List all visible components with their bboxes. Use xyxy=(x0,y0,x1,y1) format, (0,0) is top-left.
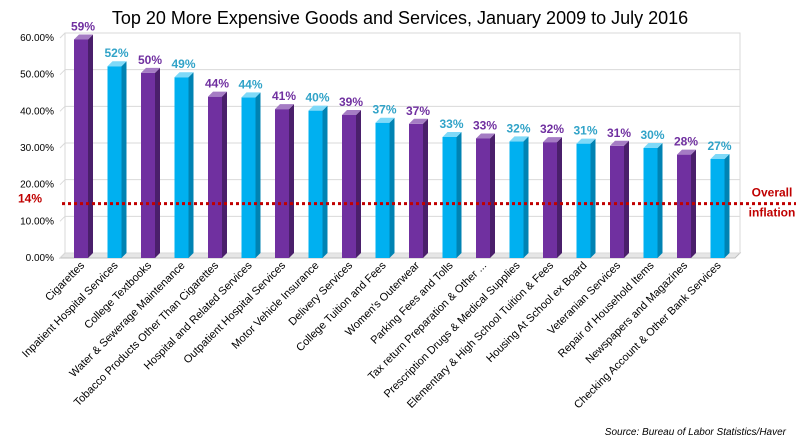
bar-top xyxy=(208,91,227,97)
bar-top xyxy=(610,140,629,146)
data-label: 41% xyxy=(272,89,296,103)
bar-top xyxy=(342,110,361,115)
bar-top xyxy=(409,118,428,124)
bar-top xyxy=(476,133,495,139)
bar xyxy=(509,141,524,258)
gridline-side xyxy=(59,69,66,76)
bar-top xyxy=(710,154,730,159)
reference-value-label: 14% xyxy=(18,192,42,206)
data-label: 33% xyxy=(473,118,497,132)
gridline-side xyxy=(59,142,66,149)
bar xyxy=(141,72,155,258)
chart-floor xyxy=(58,252,742,259)
bar-side xyxy=(222,91,227,259)
bar xyxy=(710,159,725,258)
bar xyxy=(308,110,323,258)
bar-side xyxy=(88,34,93,258)
bar xyxy=(275,109,289,258)
bar-side xyxy=(121,61,127,258)
bar-top xyxy=(74,34,93,40)
bar-top xyxy=(308,105,328,111)
data-label: 50% xyxy=(138,53,162,67)
data-label: 32% xyxy=(506,121,530,135)
bar-top xyxy=(275,104,294,110)
bar xyxy=(208,96,222,259)
source-note: Source: Bureau of Labor Statistics/Haver xyxy=(604,427,786,438)
gridline-side xyxy=(59,179,66,186)
bar-top xyxy=(241,92,261,98)
bar xyxy=(442,137,457,258)
data-label: 37% xyxy=(406,104,430,118)
data-label: 44% xyxy=(205,77,229,91)
data-label: 49% xyxy=(171,57,195,71)
bar-top xyxy=(107,61,127,67)
reference-text-line1: Overall xyxy=(752,186,793,200)
bar-top xyxy=(141,67,160,73)
bar-side xyxy=(490,133,495,258)
bar xyxy=(610,145,624,258)
data-label: 52% xyxy=(104,46,128,60)
bar xyxy=(409,123,423,258)
y-tick-label: 0.00% xyxy=(26,253,54,264)
bar xyxy=(375,122,390,258)
bar-top xyxy=(677,149,696,155)
bar xyxy=(74,39,88,258)
y-tick-label: 30.00% xyxy=(20,143,54,154)
chart-title: Top 20 More Expensive Goods and Services… xyxy=(111,8,689,28)
data-label: 31% xyxy=(573,124,597,138)
bar xyxy=(576,143,591,258)
bar xyxy=(342,115,356,258)
bar xyxy=(107,66,122,258)
data-label: 28% xyxy=(674,135,698,149)
data-label: 27% xyxy=(707,139,731,153)
bar-side xyxy=(724,154,730,258)
bar-side xyxy=(423,118,428,258)
bar-side xyxy=(456,132,462,258)
gridline-side xyxy=(59,252,66,259)
data-label: 39% xyxy=(339,95,363,109)
data-label: 44% xyxy=(238,77,262,91)
bar xyxy=(174,77,189,258)
bar-side xyxy=(155,67,160,258)
bar-side xyxy=(657,143,663,258)
y-tick-label: 40.00% xyxy=(20,106,54,117)
data-label: 31% xyxy=(607,126,631,140)
bar-side xyxy=(289,104,294,258)
bar-side xyxy=(624,140,629,258)
data-label: 33% xyxy=(439,117,463,131)
gridline-side xyxy=(59,215,66,222)
bar xyxy=(476,138,490,258)
bar-top xyxy=(174,72,194,78)
bar-top xyxy=(442,132,462,137)
y-tick-label: 60.00% xyxy=(20,33,54,44)
gridline-side xyxy=(59,105,66,112)
bar xyxy=(543,142,557,258)
data-label: 30% xyxy=(640,128,664,142)
bar xyxy=(241,97,256,259)
bar-side xyxy=(322,105,328,258)
bar-side xyxy=(389,117,395,258)
gridline-side xyxy=(59,32,66,39)
bar-side xyxy=(255,92,261,259)
reference-text-line2: inflation xyxy=(749,206,796,220)
bar-side xyxy=(557,137,562,258)
bar-top xyxy=(375,117,395,123)
bar-top xyxy=(576,138,596,144)
data-label: 37% xyxy=(372,103,396,117)
data-label: 59% xyxy=(71,19,95,33)
bar-top xyxy=(509,136,529,142)
data-label: 32% xyxy=(540,122,564,136)
bar xyxy=(677,154,691,258)
bar-side xyxy=(356,110,361,258)
y-tick-label: 50.00% xyxy=(20,70,54,81)
bar-side xyxy=(590,138,596,258)
data-label: 40% xyxy=(305,91,329,105)
bar-top xyxy=(543,137,562,143)
bar-side xyxy=(523,136,529,258)
bar-side xyxy=(188,72,194,258)
y-tick-label: 20.00% xyxy=(20,180,54,191)
bar-top xyxy=(643,143,663,148)
y-tick-label: 10.00% xyxy=(20,216,54,227)
